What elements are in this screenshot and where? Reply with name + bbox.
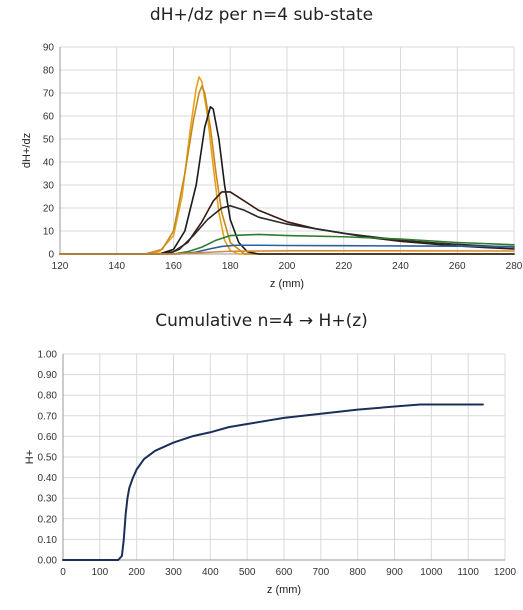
x-tick-label: 120 bbox=[52, 261, 69, 272]
y-tick-label: 0.60 bbox=[38, 432, 58, 443]
y-tick-label: 20 bbox=[43, 204, 55, 215]
series-line-6 bbox=[59, 233, 515, 255]
y-tick-label: 0.20 bbox=[38, 514, 58, 525]
x-tick-label: 1200 bbox=[494, 567, 517, 578]
series-line-2 bbox=[59, 85, 515, 255]
series-line-5 bbox=[59, 204, 515, 255]
series-line-1 bbox=[62, 403, 484, 561]
y-tick-label: 0.70 bbox=[38, 411, 58, 422]
x-tick-label: 140 bbox=[108, 261, 125, 272]
y-tick-label: 0.10 bbox=[38, 535, 58, 546]
chart-dhdz-plot: 120 140 160 180 200 220 240 260 280 0 10 20 30 40 50 60… bbox=[21, 43, 523, 291]
x-tick-label: 600 bbox=[276, 567, 293, 578]
chart-cumulative: Cumulative n=4 → H+(z) 0 100 200 300 400 500 6… bbox=[0, 300, 523, 610]
chart-title: Cumulative n=4 → H+(z) bbox=[155, 311, 368, 331]
x-tick-label: 800 bbox=[349, 567, 366, 578]
x-tick-label: 400 bbox=[202, 567, 219, 578]
y-tick-label: 10 bbox=[43, 227, 55, 238]
y-tick-label: 0.40 bbox=[38, 473, 58, 484]
y-tick-label: 30 bbox=[43, 181, 55, 192]
x-axis-title: z (mm) bbox=[270, 278, 304, 290]
y-tick-label: 0.80 bbox=[38, 391, 58, 402]
y-tick-label: 40 bbox=[43, 158, 55, 169]
x-tick-label: 300 bbox=[165, 567, 182, 578]
x-tick-label: 180 bbox=[222, 261, 239, 272]
x-tick-label: 280 bbox=[506, 261, 523, 272]
x-tick-label: 200 bbox=[128, 567, 145, 578]
x-tick-label: 0 bbox=[60, 567, 66, 578]
x-tick-label: 240 bbox=[392, 261, 409, 272]
x-tick-label: 200 bbox=[279, 261, 296, 272]
x-tick-label: 700 bbox=[312, 567, 329, 578]
chart-dhdz: dH+/dz per n=4 sub-state 120 140 160 180 200… bbox=[0, 0, 523, 300]
series-line-8 bbox=[59, 249, 515, 255]
chart-title: dH+/dz per n=4 sub-state bbox=[149, 5, 374, 25]
x-tick-label: 900 bbox=[386, 567, 403, 578]
y-tick-label: 0.50 bbox=[38, 453, 58, 464]
series-line-3 bbox=[59, 106, 515, 255]
y-tick-label: 90 bbox=[43, 43, 55, 54]
y-tick-label: 0 bbox=[48, 250, 54, 261]
x-tick-label: 1100 bbox=[457, 567, 479, 578]
x-tick-label: 160 bbox=[165, 261, 182, 272]
x-axis-title: z (mm) bbox=[267, 584, 301, 596]
x-tick-label: 100 bbox=[91, 567, 108, 578]
y-tick-label: 0.30 bbox=[38, 494, 58, 505]
y-tick-label: 70 bbox=[43, 89, 55, 100]
y-tick-label: 50 bbox=[43, 135, 55, 146]
x-tick-label: 220 bbox=[335, 261, 352, 272]
x-tick-label: 500 bbox=[239, 567, 256, 578]
y-axis-title: dH+/dz bbox=[21, 133, 33, 168]
y-tick-label: 80 bbox=[43, 66, 55, 77]
y-tick-label: 60 bbox=[43, 112, 55, 123]
x-tick-label: 260 bbox=[449, 261, 466, 272]
x-tick-label: 1000 bbox=[420, 567, 443, 578]
y-tick-label: 1.00 bbox=[38, 350, 58, 361]
series-line-4 bbox=[59, 191, 515, 255]
y-tick-label: 0.00 bbox=[38, 556, 58, 567]
y-axis-title: H+ bbox=[24, 450, 36, 464]
chart-cumulative-plot: 0 100 200 300 400 500 600 700 800 900 1000 1100 1200… bbox=[24, 350, 517, 597]
y-tick-label: 0.90 bbox=[38, 370, 58, 381]
